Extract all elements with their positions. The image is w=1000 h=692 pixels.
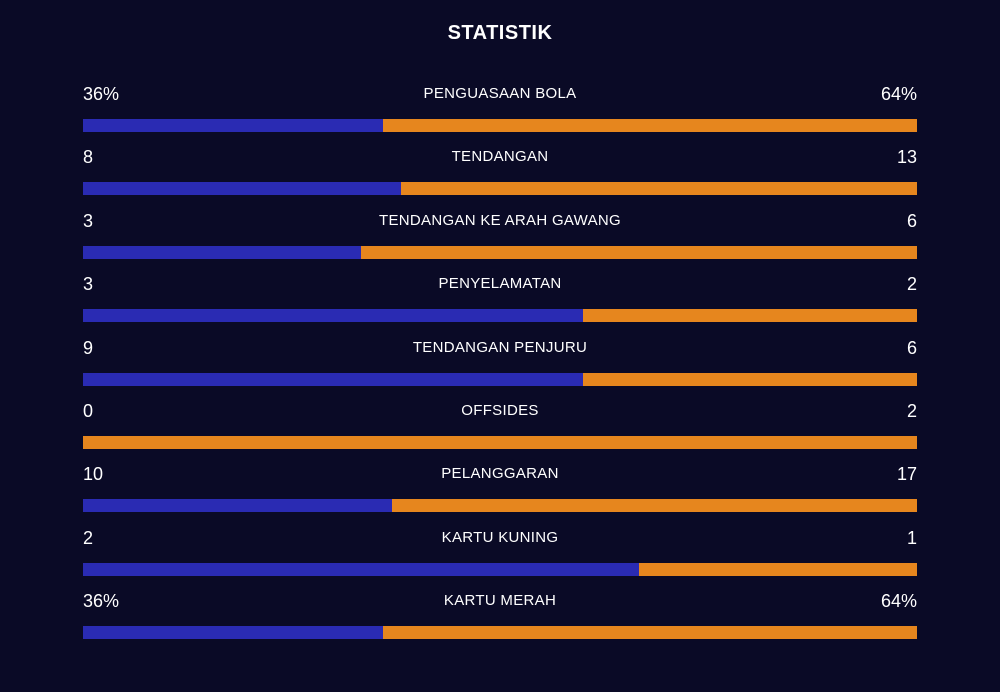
home-share-fill [83,182,401,196]
stat-label: KARTU KUNING [441,528,559,546]
away-value: 64% [880,84,917,104]
home-share-fill [83,499,392,513]
stat-label: PENYELAMATAN [438,275,562,293]
home-share-fill [83,372,584,386]
home-value: 2 [83,527,94,548]
comparison-bar [83,626,917,640]
home-value: 36% [83,591,120,612]
home-value: 3 [83,274,94,295]
stat-row-fouls: 10 PELANGGARAN 17 [83,460,917,523]
away-value: 17 [896,464,917,485]
home-value: 9 [83,337,94,358]
home-value: 8 [83,147,94,168]
stat-label: TENDANGAN [451,148,549,166]
stat-row-yellow-cards: 2 KARTU KUNING 1 [83,524,917,587]
stats-list: 36% PENGUASAAN BOLA 64% 8 TENDANGAN 13 3… [83,80,917,651]
stat-label: OFFSIDES [461,401,539,419]
page-title: STATISTIK [447,22,553,44]
comparison-bar [83,309,917,323]
away-value: 2 [906,274,917,295]
home-share-fill [83,562,640,576]
stat-row-shots-on-target: 3 TENDANGAN KE ARAH GAWANG 6 [83,207,917,270]
stat-row-saves: 3 PENYELAMATAN 2 [83,270,917,333]
home-share-fill [83,626,384,640]
home-share-fill [83,245,361,259]
away-value: 6 [906,337,917,358]
comparison-bar [83,435,917,449]
comparison-bar [83,182,917,196]
home-value: 3 [83,210,94,231]
away-value: 6 [906,210,917,231]
stat-row-red-cards: 36% KARTU MERAH 64% [83,587,917,650]
away-value: 1 [906,527,917,548]
stat-label: TENDANGAN KE ARAH GAWANG [379,211,621,229]
stat-label: PELANGGARAN [441,465,559,483]
home-value: 10 [83,464,104,485]
stat-row-possession: 36% PENGUASAAN BOLA 64% [83,80,917,143]
comparison-bar [83,372,917,386]
home-value: 36% [83,84,120,104]
home-share-fill [83,309,584,323]
comparison-bar [83,119,917,132]
stat-row-shots: 8 TENDANGAN 13 [83,143,917,206]
home-share-fill [83,119,384,132]
home-value: 0 [83,400,94,421]
stat-label: KARTU MERAH [443,592,557,610]
stat-row-corners: 9 TENDANGAN PENJURU 6 [83,334,917,397]
comparison-bar [83,562,917,576]
stat-label: TENDANGAN PENJURU [412,338,588,356]
comparison-bar [83,499,917,513]
stat-row-offsides: 0 OFFSIDES 2 [83,397,917,460]
away-value: 64% [880,591,917,612]
away-value: 13 [896,147,917,168]
stat-label: PENGUASAAN BOLA [423,85,577,102]
away-value: 2 [906,400,917,421]
comparison-bar [83,245,917,259]
